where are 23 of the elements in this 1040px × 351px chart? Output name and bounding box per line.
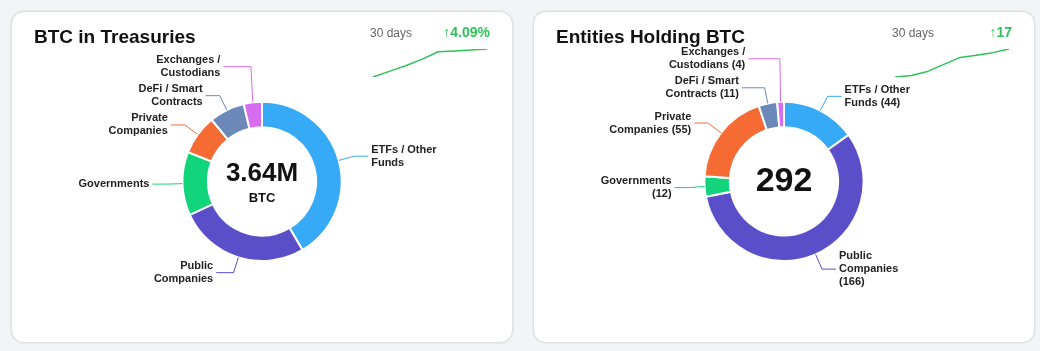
text: 3.64M xyxy=(225,156,299,187)
text: 30 days xyxy=(370,26,413,40)
slice-label: DeFi / Smart Contracts xyxy=(138,82,204,108)
slice-label: ETFs / Other Funds (44) xyxy=(844,82,911,108)
slice-label: Private Companies (55) xyxy=(609,109,692,135)
chart-title: Entities Holding BTC xyxy=(556,25,746,47)
text: ↑4.09% xyxy=(443,24,490,40)
slice-label: Governments xyxy=(78,177,150,190)
slice-label: Private Companies xyxy=(108,111,168,137)
text: 30 days xyxy=(892,26,935,40)
text: 292 xyxy=(755,159,813,198)
data-label: (12) xyxy=(652,187,672,200)
slice-label: Public Companies xyxy=(839,249,899,275)
slice-label: Exchanges / Custodians xyxy=(156,53,221,79)
slice-label: Governments xyxy=(600,174,672,187)
slice-label: ETFs / Other Funds xyxy=(371,142,438,168)
text: BTC xyxy=(248,189,276,205)
slice-label: DeFi / Smart Contracts (11) xyxy=(665,74,740,100)
chart-title: BTC in Treasuries xyxy=(34,25,196,47)
slice-label: Public Companies xyxy=(153,259,214,285)
slice-label: Exchanges / Custodians (4) xyxy=(668,45,746,71)
text: ↑17 xyxy=(989,24,1012,40)
data-label: (166) xyxy=(839,275,866,288)
